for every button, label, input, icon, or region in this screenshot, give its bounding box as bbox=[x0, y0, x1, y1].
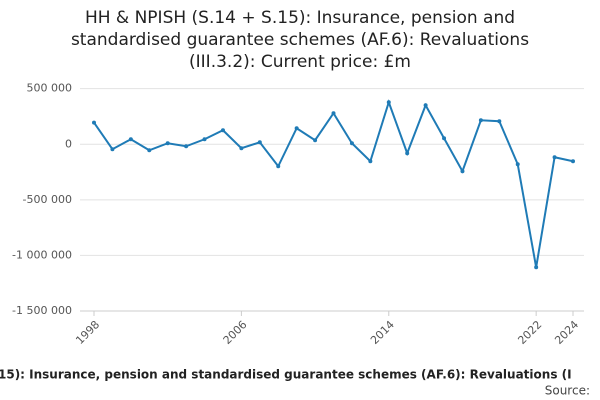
y-tick-label: 500 000 bbox=[27, 82, 73, 95]
y-tick-label: -500 000 bbox=[23, 193, 72, 206]
data-point bbox=[460, 169, 465, 174]
data-point bbox=[128, 137, 133, 142]
data-point bbox=[368, 159, 373, 164]
chart-title: (III.3.2): Current price: £m bbox=[189, 52, 411, 72]
data-point bbox=[386, 100, 391, 105]
caption: 15): Insurance, pension and standardised… bbox=[0, 368, 572, 382]
x-tick-label: 2014 bbox=[368, 318, 397, 347]
data-point bbox=[313, 138, 318, 143]
data-point bbox=[571, 159, 575, 164]
x-tick-label: 2022 bbox=[515, 318, 544, 347]
data-point bbox=[497, 119, 502, 124]
y-tick-label: 0 bbox=[65, 137, 72, 150]
data-point bbox=[276, 164, 281, 169]
data-point bbox=[534, 265, 539, 270]
source: Source: bbox=[545, 384, 590, 398]
data-point bbox=[202, 137, 207, 142]
data-point bbox=[147, 148, 152, 153]
data-point bbox=[423, 103, 428, 108]
data-point bbox=[220, 128, 225, 133]
chart-title: HH & NPISH (S.14 + S.15): Insurance, pen… bbox=[85, 8, 515, 28]
data-point bbox=[349, 141, 354, 146]
data-point bbox=[165, 141, 170, 146]
data-point bbox=[405, 151, 410, 156]
data-point bbox=[331, 111, 336, 116]
data-point bbox=[442, 136, 447, 141]
data-point bbox=[92, 120, 96, 125]
data-point bbox=[478, 118, 483, 123]
data-point bbox=[294, 126, 299, 131]
data-point bbox=[552, 155, 557, 160]
data-point bbox=[184, 144, 189, 149]
data-point bbox=[515, 162, 520, 167]
data-point bbox=[110, 147, 115, 152]
x-tick-label: 2024 bbox=[552, 318, 581, 347]
chart-title: standardised guarantee schemes (AF.6): R… bbox=[71, 30, 529, 50]
y-tick-label: -1 000 000 bbox=[12, 248, 72, 261]
x-tick-label: 1998 bbox=[73, 318, 102, 347]
data-point bbox=[239, 146, 244, 151]
data-point bbox=[257, 140, 262, 145]
x-tick-label: 2006 bbox=[221, 318, 250, 347]
y-tick-label: -1 500 000 bbox=[12, 304, 72, 317]
series-line bbox=[93, 99, 574, 268]
